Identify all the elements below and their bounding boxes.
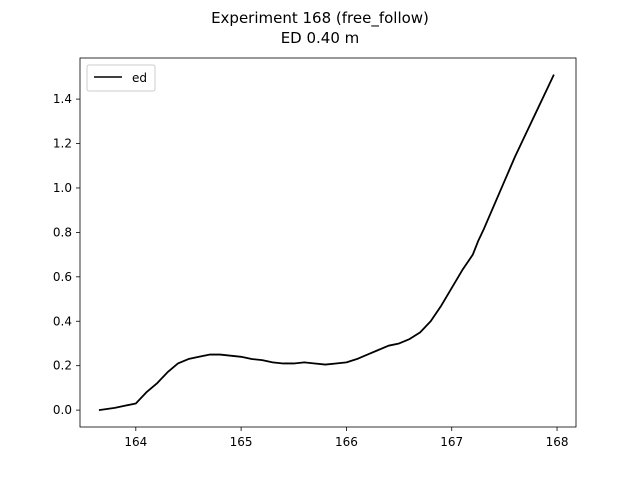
x-tick-label: 167 — [440, 435, 463, 449]
legend-label-ed: ed — [132, 71, 147, 85]
x-tick-label: 165 — [230, 435, 253, 449]
x-tick-label: 168 — [546, 435, 569, 449]
axes-frame — [79, 57, 577, 428]
legend-box — [86, 64, 156, 92]
chart-title: Experiment 168 (free_follow) — [211, 9, 429, 28]
legend: ed — [86, 64, 156, 92]
y-tick-label: 1.4 — [53, 92, 72, 106]
y-tick-label: 1.0 — [53, 181, 72, 195]
y-axis-ticks: 0.0 0.2 0.4 0.6 0.8 1.0 1.2 1.4 — [53, 92, 80, 417]
x-axis-ticks: 164 165 166 167 168 — [124, 427, 568, 449]
x-tick-label: 166 — [335, 435, 358, 449]
series-layer — [98, 74, 555, 412]
y-tick-label: 0.8 — [53, 225, 72, 239]
series-line-ed — [98, 74, 555, 412]
y-tick-label: 0.4 — [53, 314, 72, 328]
y-tick-label: 0.2 — [53, 359, 72, 373]
x-tick-label: 164 — [124, 435, 147, 449]
y-tick-label: 0.0 — [53, 403, 72, 417]
chart-subtitle: ED 0.40 m — [281, 29, 360, 47]
y-tick-label: 1.2 — [53, 137, 72, 151]
y-tick-label: 0.6 — [53, 270, 72, 284]
